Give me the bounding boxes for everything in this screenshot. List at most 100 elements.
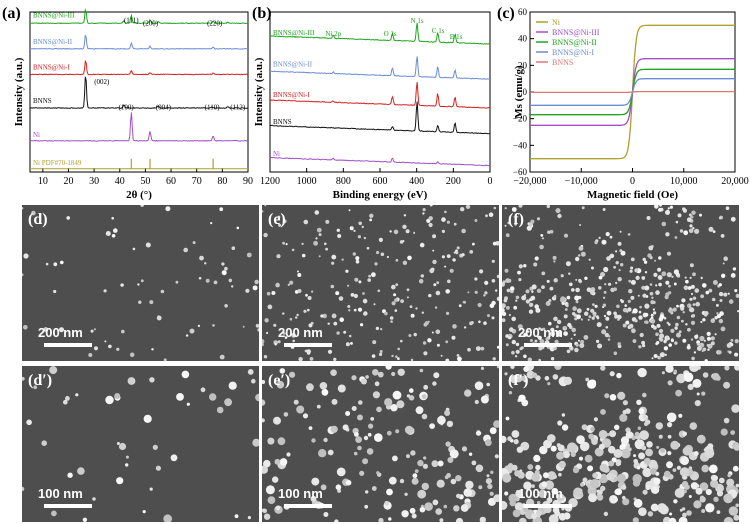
sem-particle [160,289,165,294]
sem-particle [644,312,649,317]
sem-particle [549,286,554,291]
sem-particle [688,228,694,234]
sem-particle [465,205,471,209]
sem-particle [507,278,512,283]
sem-particle [650,485,660,494]
xps-series-label: BNNS [273,118,292,126]
sem-particle [296,405,305,414]
sem-particle [444,265,447,268]
sem-particle [667,323,671,326]
sem-particle [292,339,295,343]
sem-particle [701,391,706,396]
sem-particle [536,335,539,338]
sem-particle [216,406,224,414]
sem-particle [283,412,289,417]
sem-particle [671,275,674,278]
sem-particle [602,303,607,307]
sem-particle [673,369,677,373]
sem-particle [474,219,478,222]
sem-particle [504,207,507,210]
sem-particle [609,394,617,401]
sem-particle [406,296,409,299]
sem-particle [484,291,488,295]
sem-particle [376,471,380,475]
sem-particle [443,504,448,509]
sem-particle [474,399,479,405]
sem-particle [600,272,605,277]
sem-particle [598,275,603,280]
sem-particle [33,385,38,390]
sem-particle [691,356,695,361]
sem-particle [593,417,598,422]
sem-particle [273,340,278,345]
xps-ylabel: Intensity (a.u.) [253,57,265,126]
sem-particle [682,338,687,343]
xrd-xlabel: 2θ (°) [126,189,152,201]
xrd-series-label: BNNS [33,97,52,105]
sem-particle [582,477,588,483]
sem-particle [674,488,685,498]
sem-particle [432,249,435,252]
sem-particle [360,378,367,385]
sem-particle [486,382,490,387]
sem-particle [713,298,716,301]
sem-particle [578,278,582,283]
sem-particle [489,303,495,308]
sem-particle [365,490,369,494]
sem-particle [428,216,433,221]
sem-particle [609,371,615,377]
sem-particle [453,222,457,226]
sem-particle [634,319,638,323]
sem-particle [397,347,400,351]
sem-particle [710,336,715,341]
sem-particle [723,256,728,261]
sem-particle [650,318,656,324]
sem-particle [518,264,523,269]
sem-particle [49,366,58,375]
sem-particle [26,419,32,426]
sem-particle [464,389,472,397]
sem-particle [553,294,557,298]
panel-label-f: (f) [508,211,524,228]
sem-particle [580,482,585,487]
sem-particle [505,343,509,347]
sem-particle [617,342,621,346]
sem-particle [453,505,460,512]
sem-particle [351,375,357,381]
sem-particle [400,339,403,343]
sem-particle [296,313,299,317]
sem-particle [515,299,518,302]
sem-particle [570,451,576,457]
sem-particle [531,473,541,482]
sem-particle [617,462,621,466]
sem-particle [642,467,652,478]
sem-particle [429,268,435,274]
sem-particle [277,340,281,344]
sem-particle [733,444,739,451]
sem-particle [311,438,316,443]
sem-particle [575,278,578,281]
sem-particle [483,294,486,297]
sem-particle [125,455,129,459]
sem-particle [345,342,350,347]
sem-particle [75,393,79,397]
sem-particle [579,441,590,452]
sem-particle [656,323,661,328]
sem-particle [301,242,304,246]
sem-particle [549,229,554,234]
sem-particle [699,496,706,503]
sem-particle [727,292,730,295]
sem-particle [378,237,383,242]
sem-particle [644,419,651,425]
sem-particle [53,289,57,294]
sem-particle [687,343,691,347]
sem-particle [603,314,607,318]
sem-particle [637,294,640,297]
sem-particle [331,261,335,265]
sem-particle [613,311,617,316]
sem-particle [634,268,639,273]
sem-particle [539,445,548,455]
xps-peak-annotation: C 1s [432,27,445,35]
sem-particle [221,270,227,276]
sem-particle [708,288,713,293]
